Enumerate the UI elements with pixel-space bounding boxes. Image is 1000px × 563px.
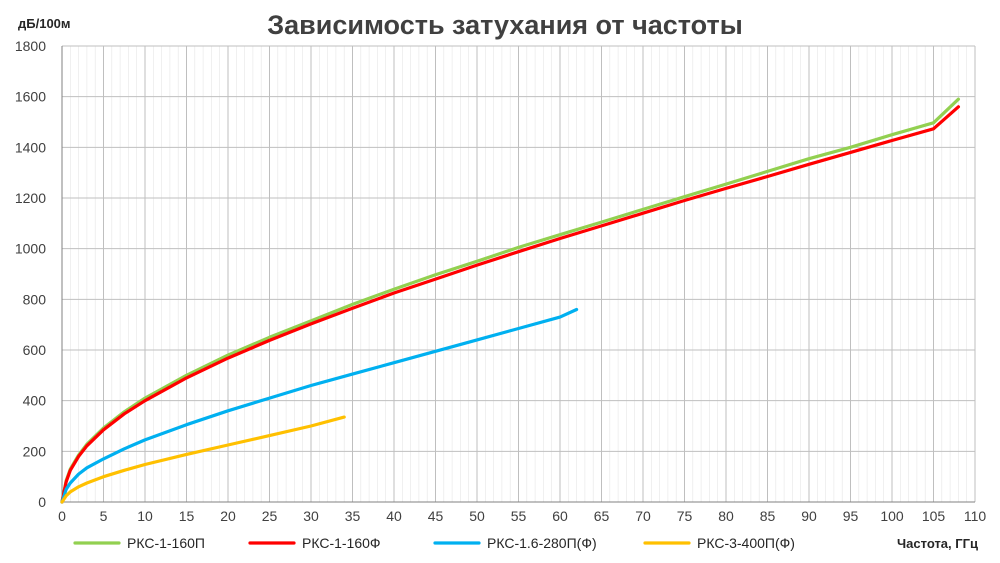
x-tick-label: 5 [100, 508, 108, 524]
y-tick-label: 1400 [15, 139, 46, 155]
y-tick-label: 600 [23, 342, 47, 358]
x-tick-label: 65 [594, 508, 610, 524]
x-tick-label: 10 [137, 508, 153, 524]
x-tick-label: 75 [677, 508, 693, 524]
x-tick-label: 20 [220, 508, 236, 524]
x-tick-label: 85 [760, 508, 776, 524]
legend-label: РКС-1-160Ф [302, 535, 381, 551]
x-tick-label: 110 [964, 508, 987, 524]
x-tick-label: 45 [428, 508, 444, 524]
legend-label: РКС-3-400П(Ф) [697, 535, 795, 551]
x-tick-label: 0 [58, 508, 66, 524]
x-tick-label: 25 [262, 508, 278, 524]
legend-label: РКС-1.6-280П(Ф) [487, 535, 597, 551]
x-tick-label: 80 [718, 508, 734, 524]
x-tick-label: 60 [552, 508, 568, 524]
x-tick-label: 100 [880, 508, 904, 524]
x-tick-label: 50 [469, 508, 485, 524]
y-tick-label: 1200 [15, 190, 46, 206]
series-line [60, 307, 579, 504]
y-tick-label: 1000 [15, 241, 46, 257]
x-tick-label: 15 [179, 508, 195, 524]
x-tick-label: 55 [511, 508, 527, 524]
y-tick-label: 1600 [15, 89, 46, 105]
x-tick-label: 90 [801, 508, 817, 524]
x-tick-label: 35 [345, 508, 361, 524]
y-axis-label: дБ/100м [18, 16, 71, 31]
y-tick-label: 0 [38, 494, 46, 510]
y-tick-label: 200 [23, 443, 47, 459]
axes: 0 5 10 15 20 25 30 35 40 45 50 55 60 65 70 75 80 85 90 95 10… [15, 38, 987, 524]
series-line [60, 415, 346, 504]
x-tick-label: 105 [922, 508, 946, 524]
legend-label: РКС-1-160П [127, 535, 205, 551]
x-tick-label: 40 [386, 508, 402, 524]
x-tick-label: 95 [843, 508, 859, 524]
chart-title: Зависимость затухания от частоты [267, 10, 743, 40]
x-axis-label: Частота, ГГц [897, 536, 978, 551]
legend: РКС-1-160П РКС-1-160Ф РКС-1.6-280П(Ф) РКС-3… [73, 535, 795, 551]
x-tick-label: 30 [303, 508, 319, 524]
y-tick-label: 400 [23, 393, 47, 409]
x-tick-label: 70 [635, 508, 651, 524]
y-tick-label: 800 [23, 291, 47, 307]
y-tick-label: 1800 [15, 38, 46, 54]
series-line [60, 105, 960, 504]
series-lines [60, 97, 960, 504]
